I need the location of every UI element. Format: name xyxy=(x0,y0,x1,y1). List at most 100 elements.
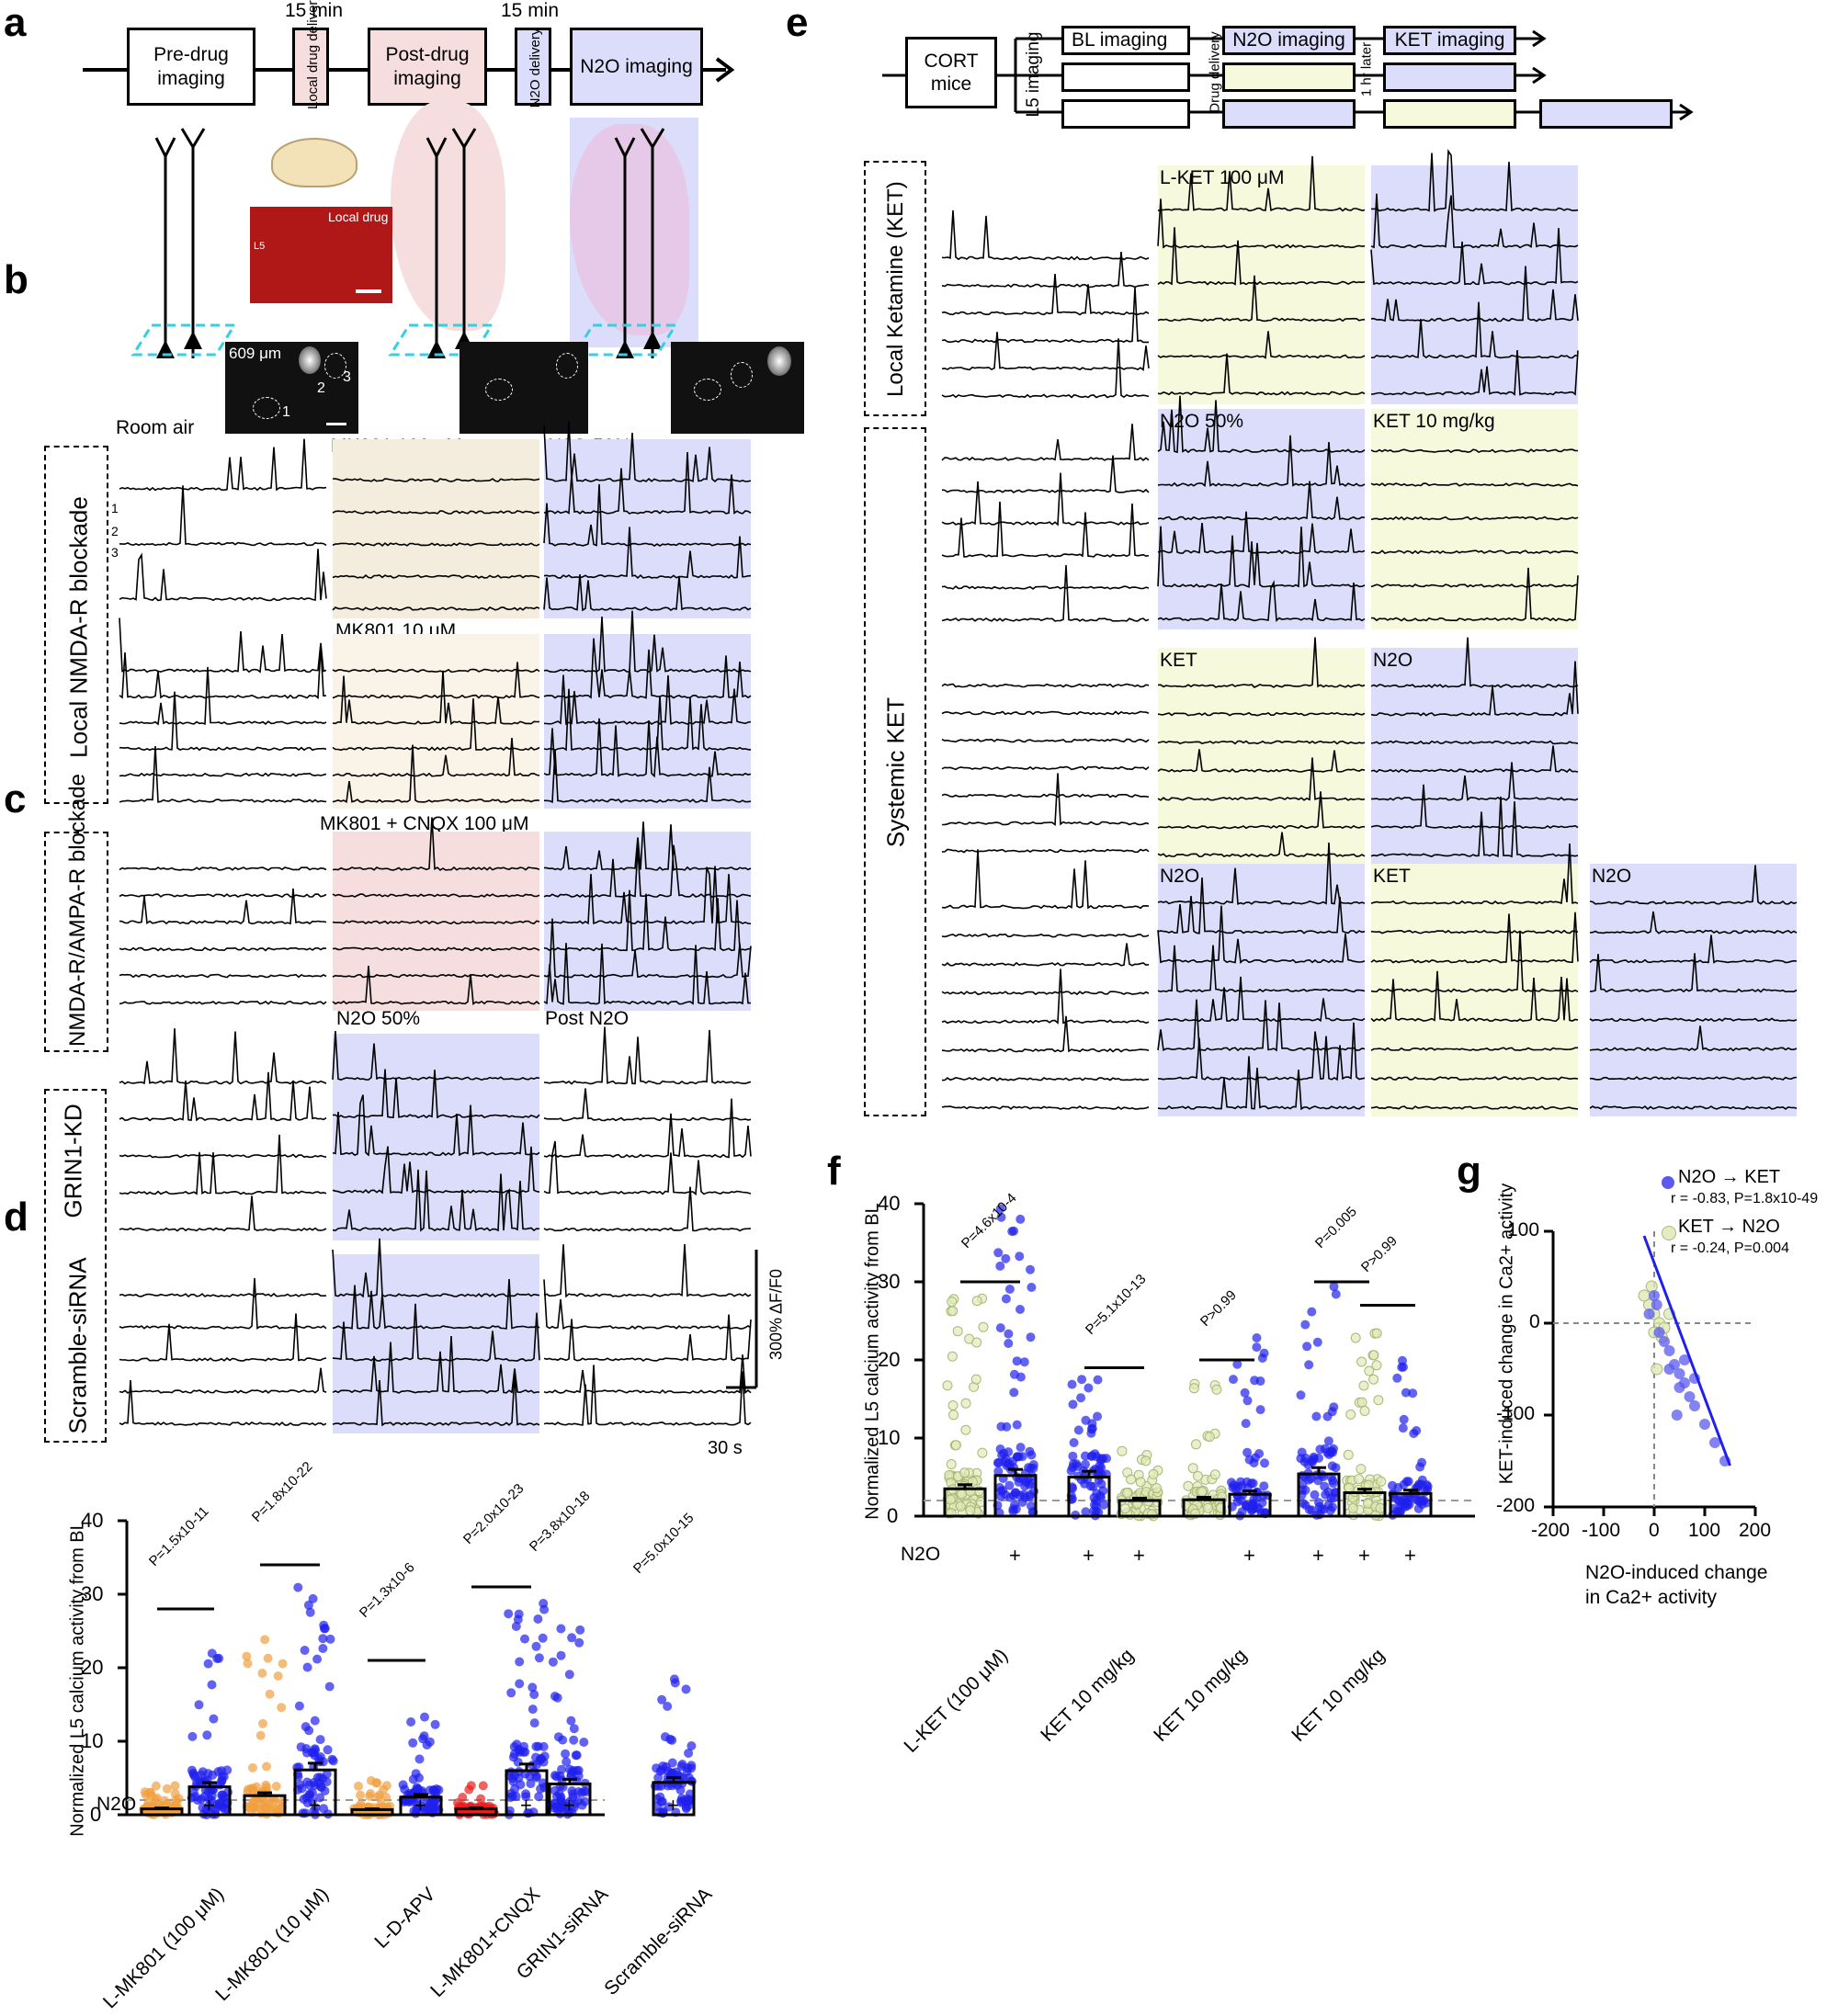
calcium-trace xyxy=(119,1313,327,1362)
data-point xyxy=(551,1772,562,1782)
calcium-trace xyxy=(1370,266,1579,323)
data-point xyxy=(1027,1450,1037,1460)
calcium-trace xyxy=(941,585,1150,590)
data-point xyxy=(514,1609,524,1619)
trace-e-sys1-ket-header: KET 10 mg/kg xyxy=(1373,411,1495,432)
calcium-trace xyxy=(1157,353,1366,396)
calcium-trace xyxy=(941,943,1150,967)
data-point xyxy=(947,1400,959,1410)
data-point xyxy=(526,1779,536,1789)
data-point xyxy=(1001,1253,1011,1263)
calcium-trace xyxy=(1589,865,1798,905)
data-point xyxy=(414,1754,425,1764)
data-point xyxy=(1236,1477,1245,1487)
data-point xyxy=(214,1653,224,1663)
data-point xyxy=(1323,1436,1333,1446)
data-point xyxy=(1415,1462,1425,1472)
image-scale-bar xyxy=(326,423,346,425)
panel-g-xlabel-2: in Ca2+ activity xyxy=(1585,1587,1717,1608)
data-point xyxy=(1244,1455,1254,1465)
data-point xyxy=(1356,1356,1367,1367)
calcium-trace xyxy=(119,1292,326,1298)
y-tick-label: 30 xyxy=(81,1582,104,1605)
data-point xyxy=(1240,1387,1250,1398)
data-point xyxy=(1140,1455,1152,1467)
data-point xyxy=(538,1633,548,1643)
roi-c xyxy=(694,379,721,401)
data-point xyxy=(515,1679,525,1689)
data-point-ket-n2o xyxy=(1651,1363,1663,1376)
calcium-trace xyxy=(119,866,327,871)
data-point xyxy=(1098,1486,1108,1496)
data-point xyxy=(957,1489,967,1500)
data-point xyxy=(1001,1294,1011,1304)
data-point xyxy=(1242,1447,1253,1457)
roi-a xyxy=(485,379,513,401)
data-point xyxy=(269,1795,278,1805)
data-point xyxy=(1015,1372,1026,1382)
data-point xyxy=(243,1659,253,1669)
data-point xyxy=(528,1705,538,1715)
data-point xyxy=(539,1604,550,1614)
data-point xyxy=(946,1494,956,1505)
trace-e-sys1-ket xyxy=(1370,409,1579,629)
data-point xyxy=(978,1321,989,1332)
calcium-trace xyxy=(1589,934,1798,964)
data-point xyxy=(574,1637,584,1648)
data-point xyxy=(398,1780,408,1790)
roi-d xyxy=(731,362,753,388)
calcium-trace xyxy=(941,252,1150,289)
calcium-trace xyxy=(543,483,752,547)
calcium-trace xyxy=(119,1071,327,1122)
data-point xyxy=(514,1744,524,1754)
data-point xyxy=(1080,1451,1090,1461)
calcium-trace xyxy=(941,287,1149,344)
data-point xyxy=(948,1410,959,1421)
data-point xyxy=(657,1694,667,1705)
trace-b-n2o-3 xyxy=(543,821,752,1011)
data-point xyxy=(277,1703,287,1713)
calcium-trace xyxy=(1157,275,1366,323)
calcium-trace xyxy=(941,968,1150,1025)
data-point xyxy=(257,1669,267,1678)
calcium-trace xyxy=(941,1105,1150,1110)
data-point xyxy=(327,1754,337,1764)
data-point xyxy=(1012,1420,1022,1430)
calcium-trace xyxy=(1157,1022,1366,1082)
data-point xyxy=(656,1796,666,1806)
data-point xyxy=(684,1749,694,1758)
data-point-n2o-ket xyxy=(1643,1308,1655,1319)
trace-e-local-n2o-header: L-KET 100 μM xyxy=(1160,167,1285,188)
data-point xyxy=(1152,1483,1163,1494)
calcium-trace xyxy=(332,893,540,898)
data-point xyxy=(151,1795,160,1805)
data-point xyxy=(1358,1380,1369,1391)
data-point xyxy=(566,1716,576,1726)
data-point xyxy=(262,1761,271,1772)
calcium-trace xyxy=(1370,349,1579,396)
calcium-trace xyxy=(941,424,1150,461)
trace-b-roomair-2 xyxy=(119,617,327,803)
trace-number-1: 1 xyxy=(111,501,119,515)
data-point xyxy=(548,1657,558,1667)
data-point xyxy=(278,1659,288,1669)
data-point xyxy=(947,1306,959,1317)
data-point xyxy=(265,1689,275,1699)
calcium-trace xyxy=(1370,843,1579,905)
data-point xyxy=(1026,1264,1035,1274)
data-point xyxy=(1395,1507,1405,1517)
data-point xyxy=(189,1770,199,1780)
data-point xyxy=(1354,1474,1365,1485)
data-point xyxy=(1081,1459,1090,1469)
data-point xyxy=(960,1424,971,1435)
data-point-n2o-ket xyxy=(1649,1290,1660,1301)
local-drug-label: Local drug delivery xyxy=(305,0,321,109)
data-point xyxy=(1413,1503,1424,1513)
roi-label-3: 3 xyxy=(343,369,351,385)
data-point xyxy=(1102,1454,1111,1464)
calcium-trace xyxy=(119,1134,327,1195)
data-point xyxy=(686,1763,697,1773)
data-point xyxy=(1327,1407,1337,1417)
data-point xyxy=(1026,1332,1036,1342)
blue-box-3 xyxy=(1222,99,1356,129)
